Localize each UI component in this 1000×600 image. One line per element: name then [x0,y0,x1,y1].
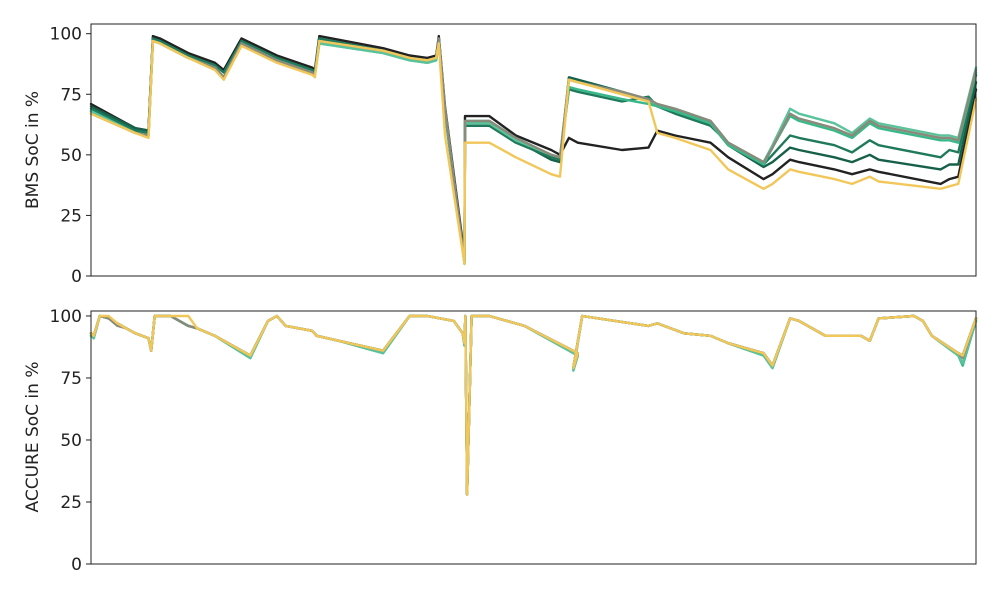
y-tick-label: 25 [60,206,82,226]
panel-accure-soc: 0 25 50 75 100 ACCURE SoC in % [23,307,978,575]
y-tick-label: 0 [71,267,82,287]
y-tick-label: 100 [50,25,82,45]
series-line-7 [89,39,978,266]
axes-frame [90,23,977,277]
y-tick-label: 0 [71,555,82,575]
series-line-4 [89,39,978,266]
series-line-3 [89,37,978,263]
axes-frame [90,310,977,565]
y-tick-label: 100 [50,307,82,327]
series-line-7 [89,314,978,496]
series-line-1 [89,34,978,258]
y-axis-label: BMS SoC in % [23,91,43,209]
series-line-5 [89,39,978,266]
y-tick-label: 75 [60,85,82,105]
series-line-5 [89,314,978,496]
y-tick-label: 25 [60,493,82,513]
y-tick-label: 50 [60,431,82,451]
y-tick-label: 50 [60,146,82,166]
y-tick-label: 75 [60,369,82,389]
panel-bms-soc: 0 25 50 75 100 BMS SoC in % [23,23,978,287]
y-axis-label: ACCURE SoC in % [23,362,43,513]
